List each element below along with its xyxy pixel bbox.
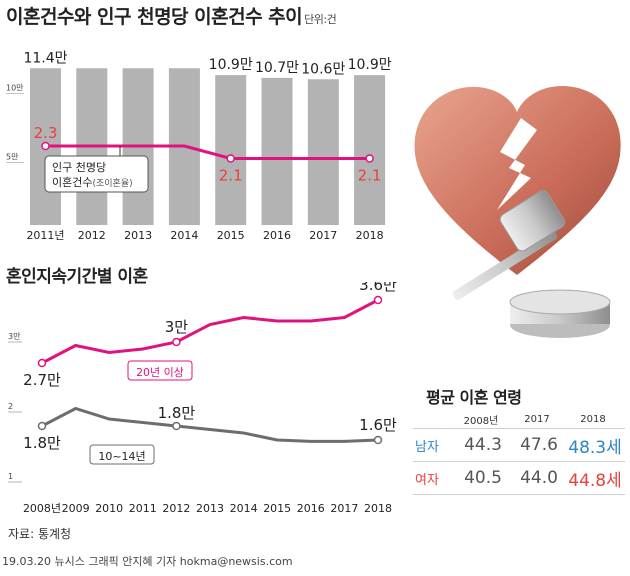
age-value-latest: 44.8세 (568, 470, 622, 491)
series-point (373, 295, 383, 305)
x-tick-label: 2011년 (26, 229, 64, 242)
series-value-label: 2.7만 (23, 371, 61, 389)
x-tick-label: 2016 (297, 502, 325, 515)
gavel-icon (452, 190, 611, 338)
x-tick-label: 2009 (62, 502, 90, 515)
x-tick-label: 2013 (124, 229, 152, 242)
rate-value-label: 2.1 (358, 167, 382, 185)
x-tick-label: 2008년 (23, 502, 61, 515)
series-point (37, 358, 47, 368)
y-tick-label: 1 (8, 472, 13, 481)
bar-value-label: 10.6만 (301, 61, 345, 77)
series-line (41, 298, 379, 365)
series-point (172, 337, 181, 347)
x-tick-label: 2012 (162, 502, 190, 515)
legend-label: 인구 천명당 (52, 160, 106, 174)
rate-point (226, 154, 235, 163)
year-header: 2018 (580, 413, 606, 425)
rate-point (41, 141, 50, 151)
x-tick-label: 2017 (309, 229, 337, 242)
heart-gavel-illustration (414, 85, 621, 338)
source-note: 자료: 통계청 (8, 527, 72, 541)
bar-value-label: 10.9만 (209, 57, 253, 73)
rate-line (45, 144, 370, 160)
rate-value-label: 2.1 (219, 167, 243, 185)
series-legend-box (89, 444, 155, 465)
bar-value-label: 10.9만 (348, 57, 392, 73)
series-value-label: 1.8만 (23, 434, 61, 452)
rate-value-label: 2.3 (34, 124, 58, 142)
bar (354, 75, 386, 225)
series-legend-label: 10~14년 (98, 450, 145, 463)
series-value-label: 3만 (165, 318, 189, 336)
bar (215, 75, 247, 225)
credit-line: 19.03.20 뉴시스 그래픽 안지혜 기자 hokma@newsis.com (2, 555, 293, 568)
x-tick-label: 2015 (217, 229, 245, 242)
avg-age-row-female: 여자 40.5 44.0 44.8세 (413, 461, 625, 495)
age-value: 40.5 (464, 468, 502, 488)
y-tick-label: 3만 (8, 332, 21, 341)
x-tick-label: 2016 (263, 229, 291, 242)
rate-point (365, 154, 374, 163)
avg-age-header-row: 2008년 2017 2018 (413, 410, 625, 428)
legend-label: 이혼건수(조이혼율) (52, 176, 133, 189)
series-value-label: 1.8만 (158, 404, 196, 422)
year-header: 2017 (524, 413, 550, 425)
series-line (41, 406, 379, 443)
series-point (172, 421, 181, 431)
bar-value-label: 10.7만 (255, 60, 299, 76)
heart-crack (497, 118, 537, 210)
bar-value-label: 11.4만 (23, 50, 67, 66)
age-value: 47.6 (520, 435, 558, 455)
legend-box (44, 155, 149, 193)
x-tick-label: 2018 (364, 502, 392, 515)
divorce-bar-chart: 10만 5만 2011년 11.4만 2012 2013 2014 2015 10.9만 2016… (6, 50, 392, 242)
age-value: 44.0 (520, 468, 558, 488)
page-title: 이혼건수와 인구 천명당 이혼건수 추이 단위:건 (6, 6, 337, 28)
duration-line-chart: 3만 2 1 2008년 2009 2010 2011 2012 2013 2014 2015 201… (8, 282, 397, 515)
x-tick-label: 2011 (129, 502, 157, 515)
x-tick-label: 2013 (196, 502, 224, 515)
bar (261, 77, 293, 225)
age-value-latest: 48.3세 (568, 437, 622, 458)
x-tick-label: 2010 (95, 502, 123, 515)
series-legend-box (127, 360, 193, 381)
x-tick-label: 2017 (330, 502, 358, 515)
x-tick-label: 2014 (230, 502, 258, 515)
legend-sublabel: (조이혼율) (92, 177, 132, 189)
section-title-duration: 혼인지속기간별 이혼 (6, 267, 148, 287)
series-legend-label: 20년 이상 (136, 366, 184, 379)
series-value-label: 3.6만 (359, 282, 397, 294)
series-point (373, 435, 383, 445)
x-tick-label: 2012 (78, 229, 106, 242)
series-point (37, 421, 47, 431)
avg-age-table: 2008년 2017 2018 남자 44.3 47.6 48.3세 여자 40… (413, 410, 625, 495)
row-label: 남자 (415, 439, 439, 455)
unit-label: 단위:건 (304, 13, 337, 26)
x-tick-label: 2015 (263, 502, 291, 515)
age-value: 44.3 (464, 435, 502, 455)
y-tick-label: 10만 (6, 84, 24, 93)
year-header: 2008년 (463, 415, 499, 427)
avg-age-row-male: 남자 44.3 47.6 48.3세 (413, 428, 625, 461)
x-tick-label: 2018 (356, 229, 384, 242)
bar (307, 79, 339, 225)
avg-age-title: 평균 이혼 연령 (426, 388, 522, 407)
series-value-label: 1.6만 (359, 416, 397, 434)
y-tick-label: 5만 (6, 152, 19, 161)
row-label: 여자 (415, 472, 439, 488)
y-tick-label: 2 (8, 402, 13, 411)
x-tick-label: 2014 (170, 229, 198, 242)
